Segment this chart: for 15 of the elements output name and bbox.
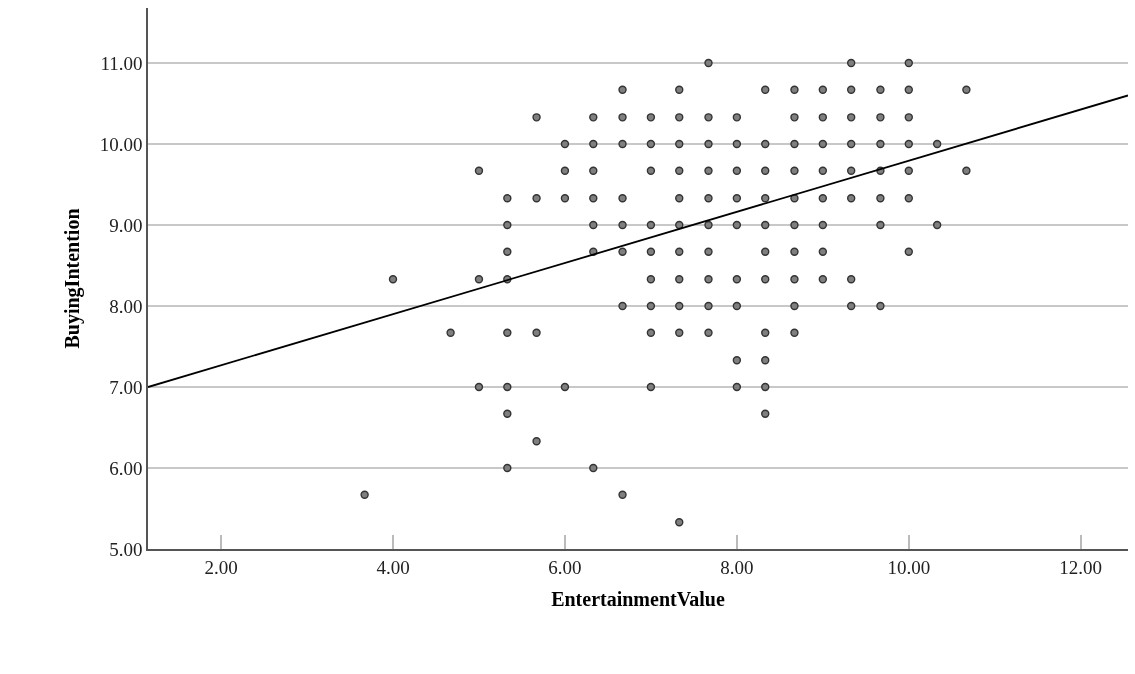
y-tick-label: 10.00 <box>99 133 143 155</box>
x-tick-label: 2.00 <box>204 556 238 578</box>
y-tick-label: 5.00 <box>109 538 143 560</box>
x-tick-label: 12.00 <box>1059 556 1103 578</box>
x-tick-label: 4.00 <box>376 556 410 578</box>
x-tick-label: 10.00 <box>887 556 931 578</box>
y-tick-label: 9.00 <box>109 214 143 236</box>
y-tick-label: 11.00 <box>100 52 143 74</box>
x-tick-label: 6.00 <box>548 556 582 578</box>
x-tick-label: 8.00 <box>720 556 754 578</box>
y-axis-title: BuyingIntention <box>60 208 84 349</box>
y-tick-label: 7.00 <box>109 376 143 398</box>
y-tick-label: 6.00 <box>109 457 143 479</box>
y-tick-label: 8.00 <box>109 295 143 317</box>
x-axis-title: EntertainmentValue <box>551 587 725 610</box>
